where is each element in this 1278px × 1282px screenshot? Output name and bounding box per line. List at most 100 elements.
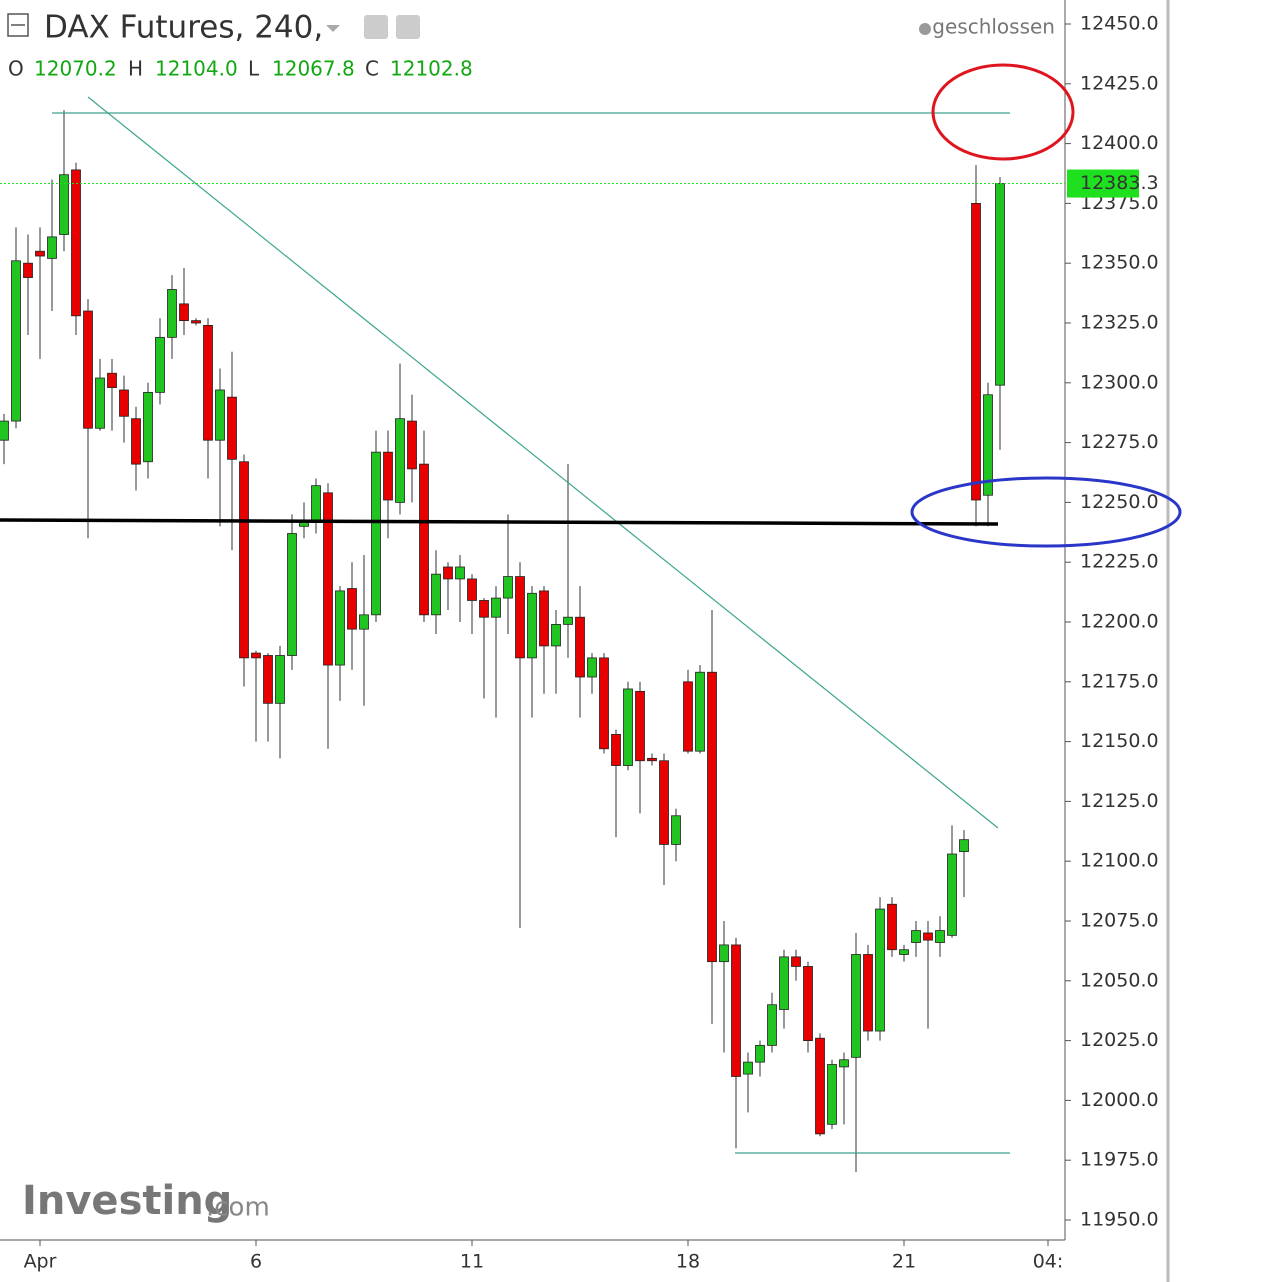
settings-icon[interactable] [396,15,420,39]
y-tick-label: 12275.0 [1080,431,1159,453]
candle-body [707,671,717,963]
y-tick-label: 12075.0 [1080,910,1159,932]
candle-body [227,396,237,460]
gap-line [0,518,999,526]
candle-body [983,394,993,496]
eye-icon[interactable] [364,15,388,39]
candle-body [815,1037,825,1135]
candle-body [695,671,705,752]
y-tick-label: 12200.0 [1080,611,1159,633]
x-tick-label: 04: [1033,1251,1064,1273]
status-dot [919,23,931,35]
candle-body [647,757,657,762]
last-price-label: 12383.3 [1080,172,1159,194]
candle-body [191,320,201,324]
y-tick-label: 12175.0 [1080,670,1159,692]
y-tick-label: 12025.0 [1080,1029,1159,1051]
last-price-box [1067,169,1139,198]
candle-body [995,183,1005,386]
dropdown-icon[interactable] [326,25,340,32]
candle-body [863,954,873,1032]
ohlc-value: 12070.2 [34,57,117,81]
candle-body [371,451,381,616]
logo: Investing [22,1178,232,1224]
candle-body [779,956,789,1010]
candle-body [383,451,393,501]
candle-body [263,655,273,704]
candle-body [551,623,561,647]
candle-body [935,930,945,943]
candle-body [155,336,165,393]
candle-body [275,655,285,704]
candle-body [395,418,405,503]
ohlc-value: 12102.8 [390,57,473,81]
candle-body [431,573,441,616]
candle-body [587,657,597,678]
x-tick-label: 18 [676,1251,700,1273]
candle-body [455,566,465,580]
candle-body [311,485,321,522]
candle-body [323,492,333,666]
candle-body [239,461,249,659]
candle-body [167,289,177,338]
ohlc-value: 12067.8 [272,57,355,81]
candle-body [791,956,801,967]
candle-body [671,815,681,845]
candle-body [107,372,117,388]
candle-body [611,734,621,766]
candle-body [875,908,885,1032]
candle-body [83,310,93,429]
candle-body [803,966,813,1041]
candle-body [839,1059,849,1068]
candle-body [359,614,369,630]
candle-body [575,616,585,678]
candle-body [119,389,129,417]
y-tick-label: 12050.0 [1080,969,1159,991]
y-tick-label: 12150.0 [1080,730,1159,752]
candle-body [35,250,45,257]
candle-body [335,590,345,666]
candle-body [827,1064,837,1125]
market-status: geschlossen [932,15,1055,39]
candle-body [59,174,69,235]
x-tick-label: 21 [892,1251,916,1273]
candle-body [131,418,141,465]
candle-body [971,202,981,501]
highlight-ellipse [910,476,1182,548]
y-tick-label: 11950.0 [1080,1209,1159,1231]
collapse-icon[interactable] [7,13,29,37]
candle-body [659,760,669,845]
candle-body [95,377,105,429]
y-tick-label: 12450.0 [1080,13,1159,35]
highlight-ellipse [931,63,1075,161]
chart-title: DAX Futures, 240, [44,10,323,46]
candle-body [623,688,633,766]
candle-body [203,324,213,441]
candle-body [527,592,537,659]
ohlc-label: O [8,57,24,81]
candle-body [851,954,861,1058]
candle-body [179,303,189,322]
candle-body [947,853,957,936]
plot [0,110,1005,1173]
candle-body [563,616,573,625]
candle-body [767,1004,777,1046]
candle-body [23,262,33,278]
x-tick-label: 6 [250,1251,262,1273]
candle-body [743,1061,753,1075]
candle-body [887,903,897,951]
y-tick-label: 12400.0 [1080,132,1159,154]
candle-body [407,420,417,470]
candle-body [443,566,453,580]
candle-body [287,533,297,656]
ohlc-label: H [128,57,143,81]
x-tick-label: 11 [460,1251,484,1273]
y-tick-label: 12000.0 [1080,1089,1159,1111]
candle-body [71,169,81,317]
candle-body [515,576,525,659]
logo-suffix: .com [206,1193,270,1223]
candle-body [47,236,57,259]
y-tick-label: 12325.0 [1080,312,1159,334]
x-tick-label: Apr [24,1251,57,1273]
